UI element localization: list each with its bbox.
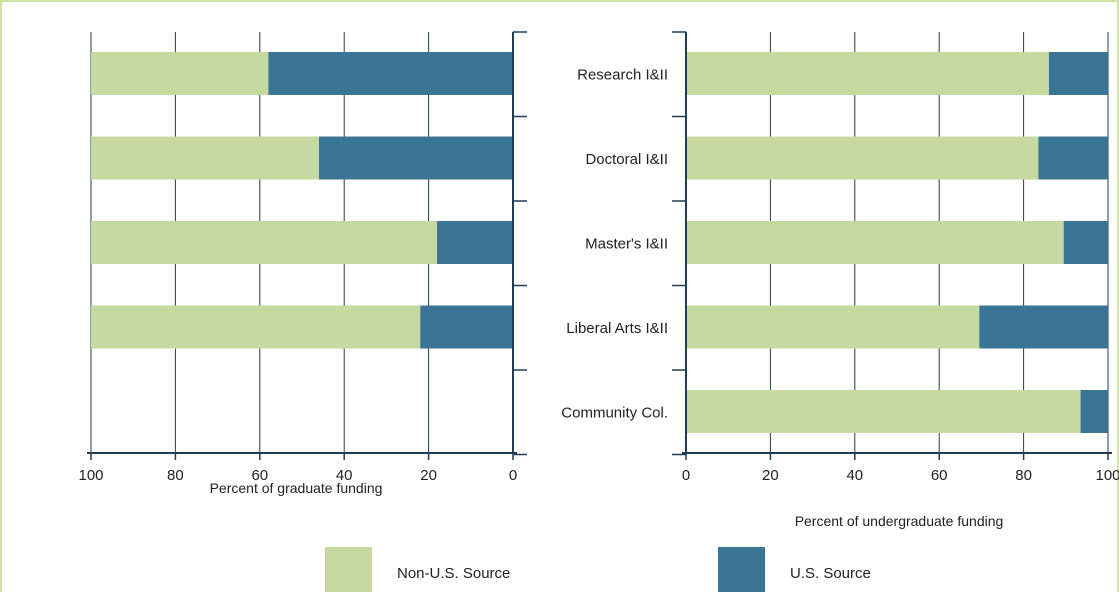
bar-u-s-source-master-s-i-ii (1063, 221, 1108, 264)
bar-non-u-s-source-master-s-i-ii (686, 221, 1064, 264)
bar-u-s-source-community-col (1080, 390, 1108, 433)
category-label-doctoral-i-ii: Doctoral I&II (585, 151, 668, 168)
legend-label-non-us: Non-U.S. Source (397, 565, 510, 582)
bar-u-s-source-master-s-i-ii (437, 221, 513, 264)
x-tick-label-0: 0 (682, 467, 690, 484)
x-tick-label-40: 40 (336, 467, 353, 484)
bar-non-u-s-source-liberal-arts-i-ii (91, 305, 421, 349)
category-label-liberal-arts-i-ii: Liberal Arts I&II (566, 320, 668, 337)
bar-non-u-s-source-liberal-arts-i-ii (686, 305, 980, 349)
bar-non-u-s-source-community-col (686, 390, 1081, 433)
bar-non-u-s-source-doctoral-i-ii (91, 136, 319, 180)
bar-non-u-s-source-master-s-i-ii (91, 221, 438, 264)
x-tick-label-20: 20 (762, 467, 779, 484)
category-label-community-col: Community Col. (561, 405, 668, 422)
bar-u-s-source-doctoral-i-ii (1038, 136, 1108, 180)
legend-label-us: U.S. Source (790, 565, 871, 582)
bar-u-s-source-liberal-arts-i-ii (420, 305, 513, 349)
bar-u-s-source-liberal-arts-i-ii (979, 305, 1108, 349)
legend: Non-U.S. Source U.S. Source (325, 547, 871, 592)
category-label-master-s-i-ii: Master's I&II (585, 236, 668, 253)
x-tick-label-60: 60 (251, 467, 268, 484)
x-axis-title: Percent of graduate funding (210, 480, 383, 496)
category-label-research-i-ii: Research I&II (577, 67, 668, 84)
x-tick-label-80: 80 (1015, 467, 1032, 484)
x-tick-label-100: 100 (1095, 467, 1119, 484)
x-tick-label-100: 100 (78, 467, 103, 484)
x-tick-label-0: 0 (509, 467, 517, 484)
graduate-funding-panel: 100 80 60 40 20 0 Percent of graduate funding (78, 31, 527, 496)
bar-non-u-s-source-doctoral-i-ii (686, 136, 1039, 180)
bar-u-s-source-research-i-ii (1048, 52, 1108, 95)
x-tick-label-40: 40 (846, 467, 863, 484)
undergraduate-funding-panel: 0 20 40 60 80 100 Percent of undergraduate fun… (561, 31, 1119, 529)
bar-non-u-s-source-research-i-ii (686, 52, 1049, 95)
legend-swatch-us (718, 547, 765, 592)
x-tick-label-60: 60 (931, 467, 948, 484)
bar-u-s-source-research-i-ii (268, 52, 513, 95)
legend-swatch-non-us (325, 547, 372, 592)
x-tick-label-20: 20 (420, 467, 437, 484)
bar-non-u-s-source-research-i-ii (91, 52, 269, 95)
x-tick-label-80: 80 (167, 467, 184, 484)
bar-u-s-source-doctoral-i-ii (318, 136, 513, 180)
x-axis-title: Percent of undergraduate funding (795, 513, 1004, 529)
